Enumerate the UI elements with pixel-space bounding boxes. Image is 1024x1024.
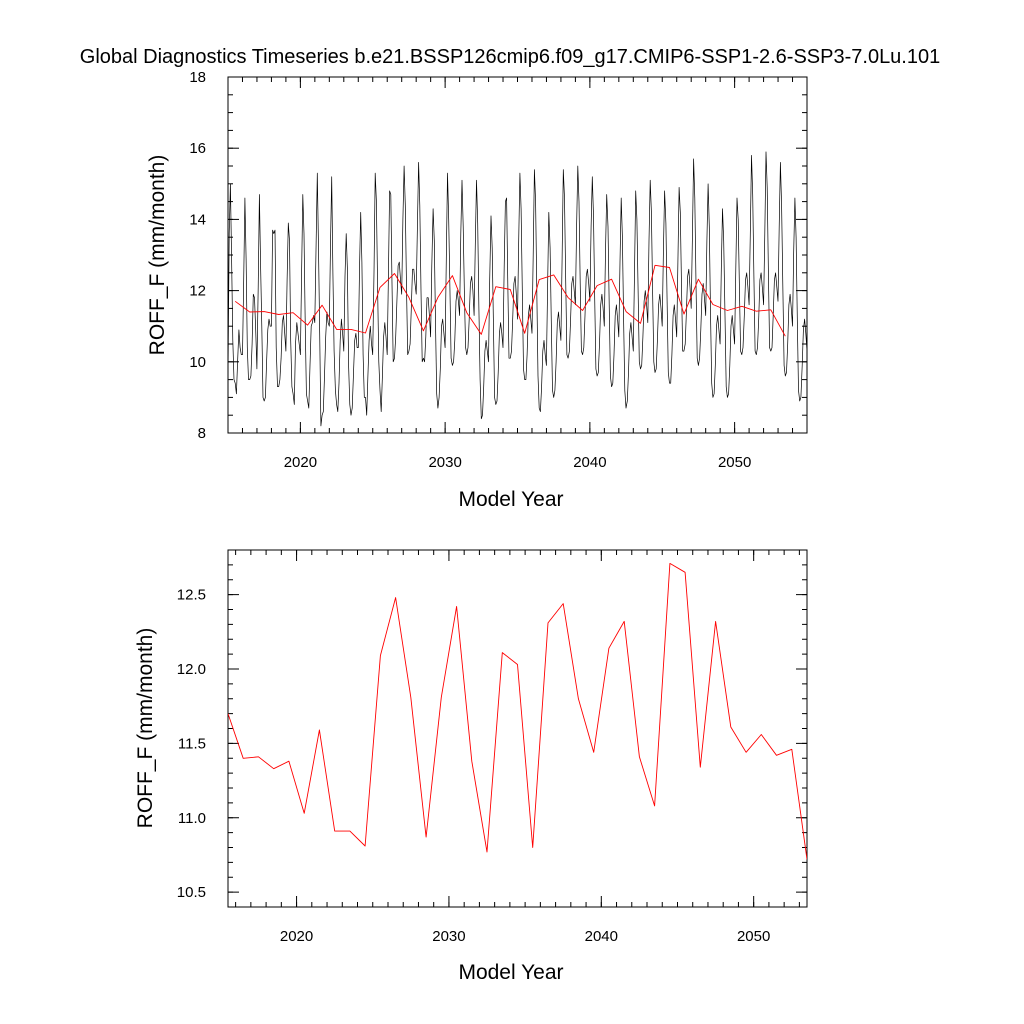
bottom-y-tick-label: 11.0 [178,810,206,827]
bottom-y-tick-label: 11.5 [178,735,206,752]
top-plot-frame [227,76,808,434]
bottom-x-tick-label: 2050 [737,928,770,945]
bottom-panel: 2020 2030 2040 2050 10.5 11.0 11.5 12.0 12.5 Mod… [134,549,808,984]
bottom-annual-series-line [228,562,807,860]
figure-title: Global Diagnostics Timeseries b.e21.BSSP… [80,46,940,68]
bottom-x-tick-label: 2030 [432,928,465,945]
bottom-plot-frame [227,549,808,908]
top-x-tick-label: 2050 [718,454,751,471]
top-y-tick-label: 8 [198,425,206,442]
top-y-tick-label: 16 [189,140,206,157]
bottom-y-tick-label: 10.5 [177,884,206,901]
bottom-y-tick-label: 12.0 [177,661,206,678]
top-y-tick-label: 18 [189,69,206,86]
top-x-axis-label: Model Year [458,488,563,511]
top-y-tick-label: 14 [189,211,206,228]
bottom-x-tick-label: 2040 [585,928,618,945]
top-annual-series-line [234,264,786,337]
top-x-tick-label: 2020 [284,454,317,471]
bottom-x-tick-label: 2020 [280,928,313,945]
bottom-y-tick-label: 12.5 [177,587,206,604]
top-panel: 2020 2030 2040 2050 8 10 12 14 16 18 Model Year R… [146,69,808,511]
top-y-axis-label: ROFF_F (mm/month) [146,155,169,356]
bottom-y-axis-label: ROFF_F (mm/month) [134,628,157,829]
top-y-tick-label: 10 [189,354,206,371]
top-x-tick-label: 2040 [573,454,606,471]
top-x-tick-label: 2030 [428,454,461,471]
top-monthly-series-line [228,151,807,427]
top-y-tick-label: 12 [189,283,206,300]
bottom-x-axis-label: Model Year [458,961,563,984]
